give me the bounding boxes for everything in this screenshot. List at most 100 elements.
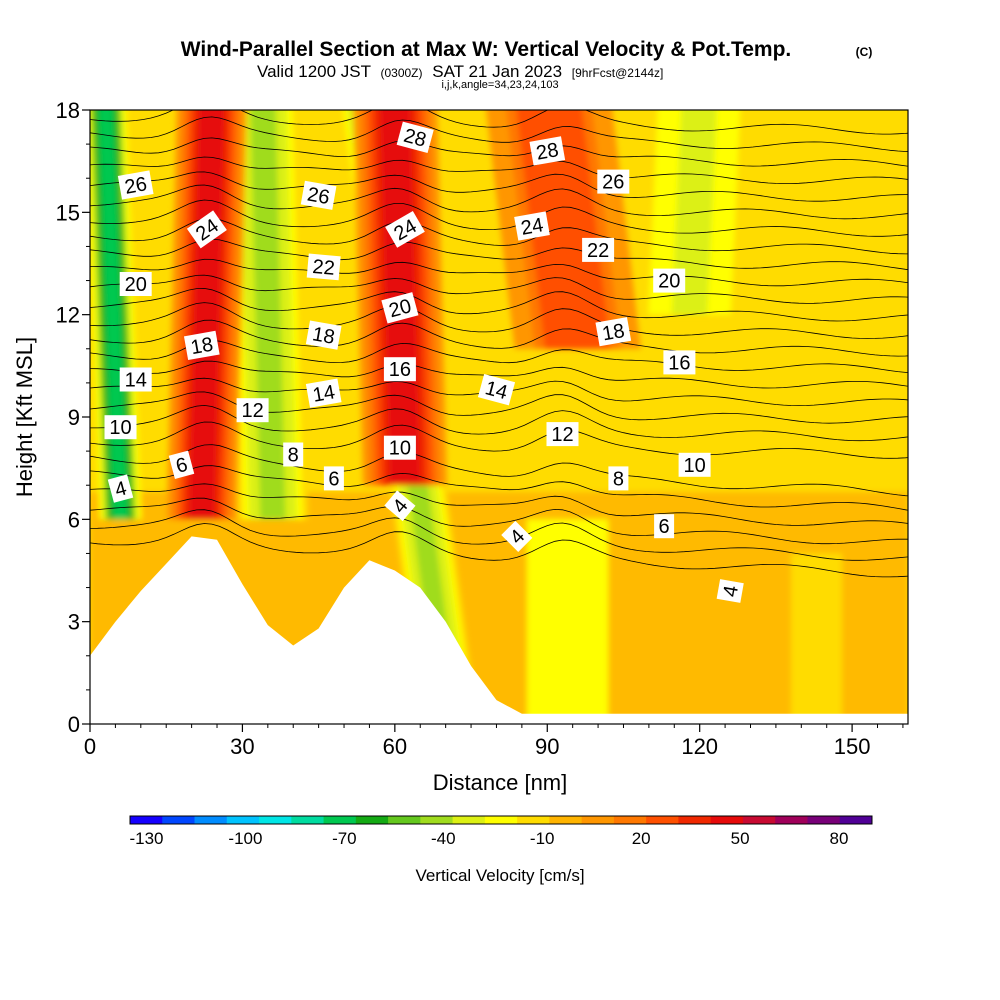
theta-contour-line <box>90 287 908 322</box>
label-background <box>107 474 134 503</box>
colorbar-segment <box>549 816 583 824</box>
theta-contour-label: 10 <box>678 452 711 477</box>
theta-contour-label: 14 <box>477 373 516 406</box>
label-text: 8 <box>613 468 624 490</box>
theta-contour-label: 12 <box>546 422 579 447</box>
label-background <box>186 210 227 249</box>
theta-contour-label: 4 <box>501 520 533 552</box>
x-tick-label: 120 <box>681 734 718 759</box>
colorbar-segment <box>807 816 841 824</box>
label-text: 14 <box>311 381 337 407</box>
low-level-band <box>526 519 609 724</box>
colorbar-segment <box>291 816 325 824</box>
label-background <box>477 373 516 406</box>
label-background <box>236 398 269 423</box>
theta-contour-line <box>90 523 908 578</box>
theta-contour-label: 6 <box>323 466 344 491</box>
updraft-band <box>526 110 601 349</box>
label-background <box>323 466 344 491</box>
label-text: 12 <box>241 400 263 422</box>
colorbar-tick-label: -70 <box>332 829 357 848</box>
label-text: 24 <box>519 214 545 240</box>
label-background <box>119 367 152 392</box>
colorbar-segment <box>839 816 873 824</box>
theta-contour-line <box>90 483 908 526</box>
theta-contour-line <box>90 360 908 389</box>
colorbar-segment <box>517 816 550 824</box>
theta-contour-label: 26 <box>300 180 337 210</box>
theta-contour-line <box>90 302 908 339</box>
theta-contour-label: 22 <box>306 253 341 281</box>
label-background <box>501 520 533 552</box>
theta-contour-label: 18 <box>305 320 342 350</box>
theta-contour-label: 16 <box>383 357 416 382</box>
label-background <box>514 211 550 241</box>
label-text: 18 <box>311 323 337 349</box>
label-background <box>168 450 195 479</box>
label-text: 10 <box>683 455 705 477</box>
label-background <box>678 452 711 477</box>
theta-contour-line <box>90 116 908 152</box>
theta-contour-line <box>90 497 908 545</box>
label-text: 4 <box>719 584 743 599</box>
label-background <box>383 357 416 382</box>
theta-contour-line <box>90 258 908 287</box>
label-background <box>529 136 566 166</box>
theta-contour-label: 14 <box>119 367 152 392</box>
label-background <box>104 415 137 440</box>
colorbar: -130 -100 -70 -40 -10 20 50 80 <box>129 815 873 848</box>
colorbar-frame <box>129 815 873 825</box>
theta-contour-label: 16 <box>663 350 696 375</box>
label-background <box>305 378 342 408</box>
label-background <box>608 466 629 491</box>
label-text: 26 <box>123 173 149 199</box>
theta-contour-label: 4 <box>107 474 134 503</box>
colorbar-tick-label: 80 <box>830 829 849 848</box>
valid-time-line: Valid 1200 JST (0300Z) SAT 21 Jan 2023 [… <box>257 62 663 81</box>
theta-contour-label: 26 <box>597 169 630 194</box>
colorbar-segment <box>646 816 679 824</box>
y-tick-label: 3 <box>68 610 80 635</box>
label-text: 6 <box>328 468 339 490</box>
low-level-band <box>791 553 842 724</box>
x-tick-label: 90 <box>535 734 559 759</box>
label-background <box>716 579 744 603</box>
label-background <box>117 170 154 200</box>
theta-contour-label: 12 <box>236 398 269 423</box>
theta-contour-line <box>90 421 908 459</box>
x-tick-label: 30 <box>230 734 254 759</box>
label-text: 10 <box>389 438 411 460</box>
y-axis-label: Height [Kft MSL] <box>12 337 37 497</box>
label-background <box>595 317 632 347</box>
colorbar-segment <box>194 816 228 824</box>
label-text: 16 <box>389 359 411 381</box>
colorbar-segment <box>226 816 260 824</box>
theta-contour-labels: 2624201814101264262218148628242016104282… <box>104 121 744 603</box>
theta-contour-label: 28 <box>396 121 434 154</box>
section-indices: i,j,k,angle=34,23,24,103 <box>441 79 558 91</box>
theta-contour-line <box>90 137 908 167</box>
label-background <box>306 253 341 281</box>
label-background <box>305 320 342 350</box>
colorbar-segment <box>162 816 196 824</box>
theta-contour-line <box>90 404 908 442</box>
label-text: 26 <box>306 184 332 210</box>
label-text: 12 <box>551 424 573 446</box>
theta-contour-label: 18 <box>183 330 220 360</box>
theta-contour-label: 6 <box>168 450 195 479</box>
label-background <box>300 180 337 210</box>
label-background <box>283 442 304 467</box>
label-background <box>597 169 630 194</box>
forecast-info: [9hrFcst@2144z] <box>572 66 664 80</box>
theta-contour-label: 14 <box>305 378 342 408</box>
y-tick-label: 15 <box>56 200 80 225</box>
theta-contour-line <box>90 444 908 497</box>
label-text: 18 <box>601 320 627 346</box>
label-text: 20 <box>125 274 147 296</box>
updraft-band <box>189 110 225 520</box>
colorbar-tick-label: -130 <box>129 829 163 848</box>
colorbar-segment <box>742 816 776 824</box>
colorbar-segment <box>484 816 518 824</box>
label-background <box>384 490 416 522</box>
valid-utc: (0300Z) <box>380 66 422 80</box>
